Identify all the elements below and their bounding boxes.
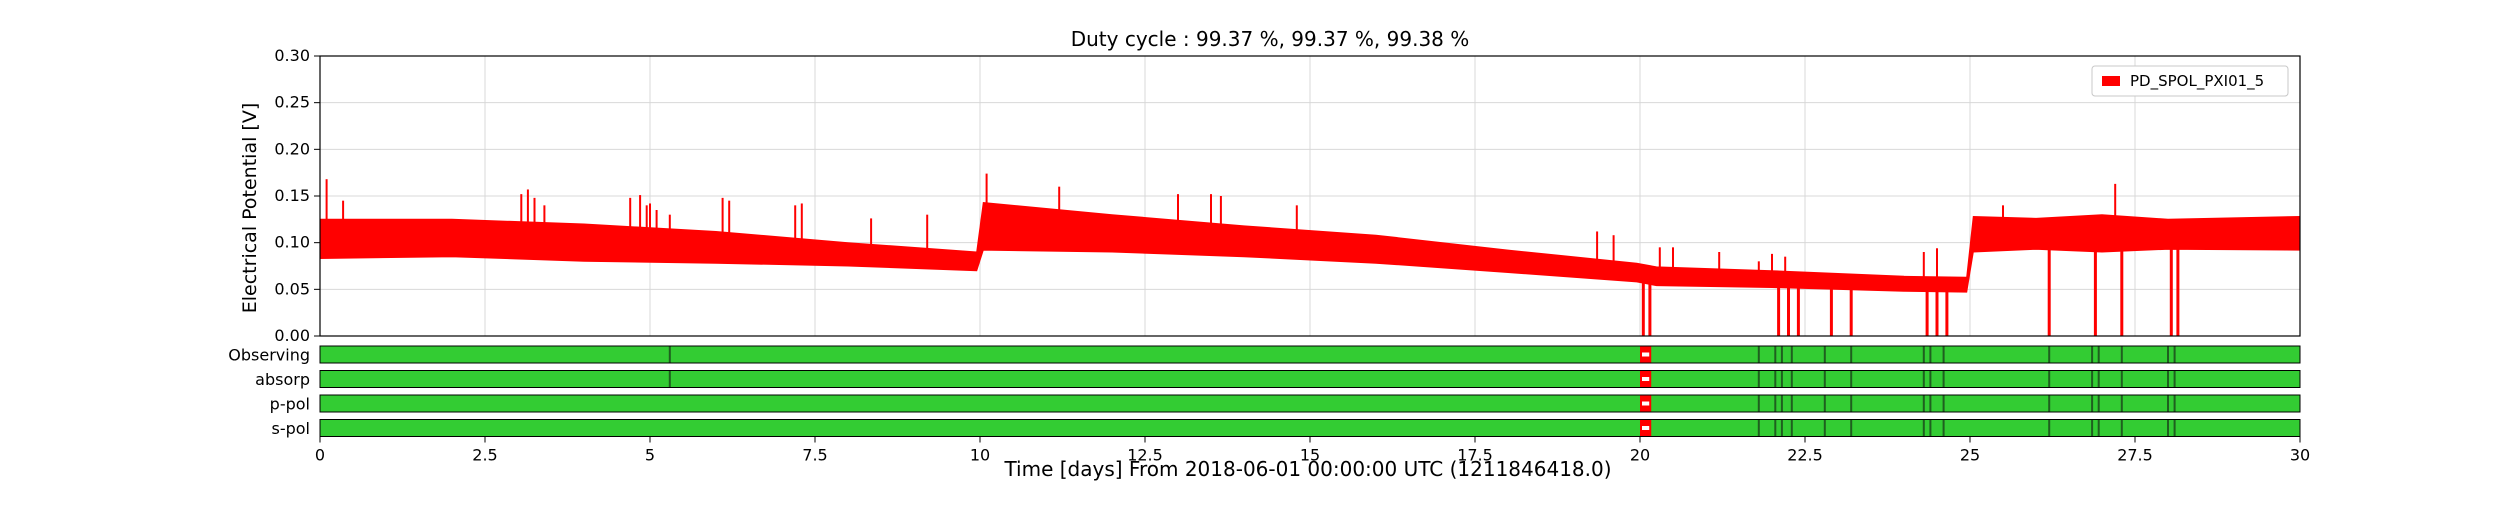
x-tick-label: 15	[1300, 446, 1320, 465]
state-row-label: Observing	[228, 346, 310, 365]
x-tick-label: 5	[645, 446, 655, 465]
y-tick-label: 0.15	[274, 186, 310, 205]
state-row-frame	[319, 370, 2301, 388]
state-bar-on	[320, 346, 2300, 363]
x-tick-label: 7.5	[802, 446, 827, 465]
y-tick-label: 0.00	[274, 326, 310, 345]
y-tick-label: 0.10	[274, 233, 310, 252]
chart-title: Duty cycle : 99.37 %, 99.37 %, 99.38 %	[1071, 27, 1470, 51]
state-segments: Observing absorp p-pol s-pol	[228, 345, 2301, 438]
legend: PD_SPOL_PXI01_5	[2091, 65, 2289, 97]
state-row-label: p-pol	[270, 395, 310, 414]
state-off-marker	[1642, 377, 1650, 381]
x-tick-label: 0	[315, 446, 325, 465]
legend-box	[2091, 65, 2289, 97]
state-bar-on	[320, 395, 2300, 412]
legend-swatch	[2102, 76, 2120, 86]
y-tick-label: 0.20	[274, 139, 310, 158]
state-row-frame	[319, 394, 2301, 413]
x-tick-label: 30	[2290, 446, 2310, 465]
x-tick-label: 12.5	[1127, 446, 1163, 465]
state-row-label: s-pol	[272, 419, 311, 438]
x-tick-label: 27.5	[2117, 446, 2153, 465]
y-tick-label: 0.25	[274, 93, 310, 112]
legend-label: PD_SPOL_PXI01_5	[2130, 72, 2264, 91]
x-tick-label: 25	[1960, 446, 1980, 465]
grid-layer	[319, 55, 2301, 337]
x-tick-label: 22.5	[1787, 446, 1823, 465]
state-bar-on	[320, 370, 2300, 388]
state-row-frame	[319, 345, 2301, 364]
x-tick-label: 17.5	[1457, 446, 1493, 465]
state-off-marker	[1642, 401, 1650, 406]
state-off-marker	[1642, 426, 1650, 430]
state-row-label: absorp	[255, 370, 310, 389]
x-tick-label: 2.5	[472, 446, 497, 465]
x-tick-label: 10	[970, 446, 990, 465]
state-bar-on	[320, 419, 2300, 437]
y-tick-label: 0.05	[274, 279, 310, 298]
y-tick-label: 0.30	[274, 46, 310, 65]
x-axis-label: Time [days] From 2018-06-01 00:00:00 UTC…	[1003, 457, 1611, 481]
axes-layer: 0.00 0.05 0.10 0.15 0.20 0.25 0.30 0 2.5 5 7.5 10 12…	[274, 46, 2310, 465]
x-tick-label: 20	[1630, 446, 1650, 465]
state-off-marker	[1642, 352, 1650, 357]
y-axis-label: Electrical Potential [V]	[239, 103, 261, 313]
